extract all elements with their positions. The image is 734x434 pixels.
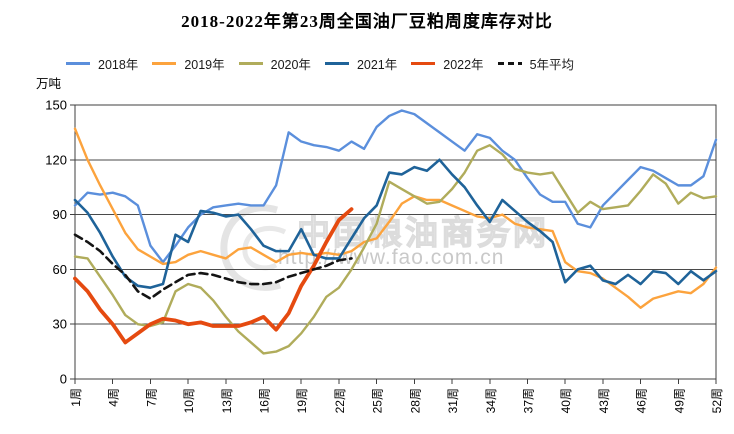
series-line-2021 [73,158,718,289]
y-axis-label: 30 [53,317,67,332]
x-axis-label: 25周 [371,388,385,413]
legend-item-2020: 2020年 [238,54,311,73]
x-axis-label: 46周 [635,388,649,413]
series-line-2020 [73,143,718,355]
chart-title: 2018-2022年第23周全国油厂豆粕周度库存对比 [181,12,553,31]
x-axis-label: 16周 [258,388,272,413]
legend-label-2020: 2020年 [270,58,311,72]
x-axis-label: 40周 [559,388,573,413]
plot-border [74,104,717,380]
legend-item-2018: 2018年 [66,54,138,73]
y-axis-label: 90 [53,207,67,222]
x-axis-label: 7周 [144,388,158,407]
chart-legend: 2018年 2019年 2020年 2021年 2022年 5年平均 [66,54,574,73]
x-axis-label: 31周 [446,388,460,413]
legend-label-5yr-avg: 5年平均 [529,58,575,72]
y-axis-label: 120 [45,152,67,167]
legend-label-2018: 2018年 [98,58,139,72]
legend-swatch-5yr-avg [497,62,522,65]
series-line-2018 [73,109,718,264]
legend-item-2021: 2021年 [324,54,398,73]
x-axis-label: 1周 [69,388,83,407]
series-line-2022 [73,207,354,345]
x-axis-label: 52周 [710,388,724,413]
legend-item-5yr-avg: 5年平均 [497,54,575,73]
x-axis-label: 43周 [597,388,611,413]
legend-swatch-2022 [411,62,436,65]
x-axis-label: 37周 [521,388,535,413]
watermark-url: http://www.fao.com.cn [278,246,505,269]
x-axis-label: 13周 [220,388,234,413]
legend-item-2019: 2019年 [152,54,225,73]
x-axis-label: 49周 [672,388,686,413]
legend-swatch-2021 [324,62,349,65]
y-axis-unit-label: 万吨 [36,77,62,91]
x-axis-label: 22周 [333,388,347,413]
y-axis-label: 150 [45,98,67,113]
legend-swatch-2020 [238,62,263,65]
legend-swatch-2018 [66,62,90,65]
series-line-5yr-avg [73,233,353,300]
x-axis-label: 19周 [295,388,309,413]
x-axis-label: 10周 [182,388,196,413]
legend-label-2021: 2021年 [356,58,398,72]
legend-label-2019: 2019年 [184,58,225,72]
y-axis-label: 0 [60,372,67,387]
y-axis-label: 60 [53,262,67,277]
x-axis-label: 28周 [408,388,422,413]
legend-swatch-2019 [152,62,177,65]
legend-label-2022: 2022年 [443,58,484,72]
x-axis-label: 4周 [107,388,121,407]
x-axis-label: 34周 [484,388,498,413]
legend-item-2022: 2022年 [411,54,484,73]
